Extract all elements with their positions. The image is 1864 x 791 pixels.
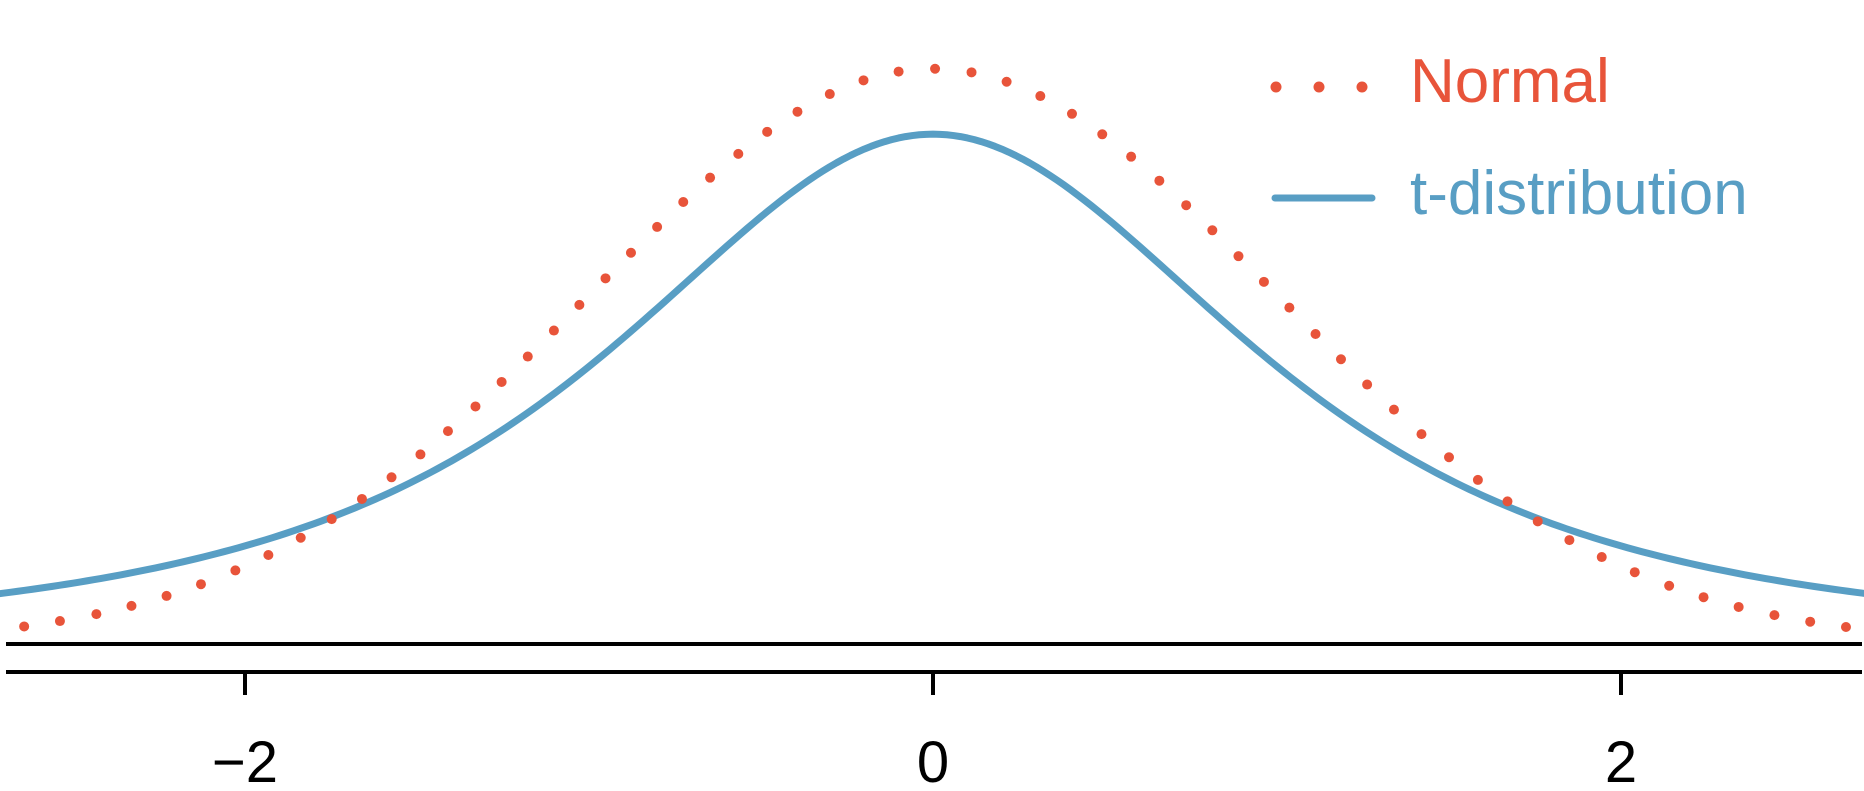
- normal-curve-dot: [1805, 616, 1816, 627]
- normal-curve: [19, 63, 1851, 632]
- normal-curve-dot: [1564, 535, 1575, 546]
- normal-curve-dot: [1362, 379, 1373, 390]
- normal-curve-dot: [415, 449, 426, 460]
- normal-curve-dot: [893, 66, 904, 77]
- normal-curve-dot: [195, 579, 206, 590]
- normal-curve-dot: [1596, 552, 1607, 563]
- x-axis-ticks: [243, 672, 1623, 695]
- normal-curve-dot: [1472, 474, 1483, 485]
- normal-curve-dot: [230, 565, 241, 576]
- x-tick-label: 0: [917, 730, 949, 791]
- normal-curve-dot: [326, 514, 337, 525]
- normal-curve-dot: [126, 600, 137, 611]
- normal-curve-dot: [1001, 76, 1012, 87]
- normal-curve-dot: [1035, 91, 1046, 102]
- normal-curve-dot: [858, 75, 869, 86]
- legend-entry-normal: Normal: [1270, 47, 1610, 116]
- legend: Normal t-distribution: [1270, 47, 1748, 228]
- normal-curve-dot: [1416, 429, 1427, 440]
- normal-curve-dot: [600, 273, 611, 284]
- legend-swatch-dot: [1313, 81, 1325, 93]
- normal-curve-dot: [496, 376, 507, 387]
- normal-curve-dot: [1444, 452, 1454, 463]
- legend-swatch-dot: [1270, 81, 1282, 93]
- normal-curve-dot: [1154, 175, 1165, 186]
- normal-curve-dot: [625, 247, 636, 258]
- normal-curve-dot: [1664, 580, 1675, 591]
- normal-curve-dot: [522, 351, 533, 362]
- normal-curve-dot: [792, 106, 803, 117]
- normal-curve-dot: [1066, 108, 1077, 119]
- normal-curve-dot: [762, 126, 773, 137]
- normal-curve-dot: [1840, 622, 1851, 632]
- normal-curve-dot: [161, 590, 172, 601]
- normal-curve-dot: [705, 172, 716, 183]
- normal-curve-dot: [930, 63, 941, 74]
- normal-curve-dot: [1532, 516, 1543, 527]
- normal-curve-dot: [263, 550, 274, 561]
- normal-curve-dot: [1769, 610, 1780, 621]
- normal-curve-dot: [1502, 496, 1513, 507]
- normal-curve-dot: [1181, 200, 1192, 211]
- normal-curve-dot: [652, 221, 663, 232]
- normal-curve-dot: [442, 426, 453, 437]
- x-tick-label: 2: [1605, 730, 1637, 791]
- normal-curve-dot: [1258, 276, 1269, 287]
- normal-curve-dot: [733, 148, 744, 159]
- normal-curve-dot: [91, 609, 102, 620]
- normal-curve-dot: [19, 621, 30, 632]
- normal-curve-dot: [1733, 601, 1744, 612]
- normal-curve-dot: [1698, 592, 1709, 603]
- legend-entry-t-distribution: t-distribution: [1271, 159, 1748, 228]
- normal-curve-dot: [1310, 329, 1321, 339]
- plot-area: [0, 63, 1864, 632]
- legend-label-t-distribution: t-distribution: [1410, 159, 1748, 228]
- normal-curve-dot: [678, 197, 689, 207]
- normal-curve-dot: [386, 472, 397, 483]
- normal-curve-dot: [54, 616, 65, 627]
- normal-curve-dot: [548, 325, 559, 336]
- normal-curve-dot: [1284, 302, 1295, 313]
- t-distribution-curve: [0, 130, 1864, 598]
- normal-curve-dot: [966, 67, 977, 78]
- normal-curve-dot: [1629, 567, 1640, 578]
- normal-curve-dot: [1207, 225, 1218, 236]
- normal-curve-dot: [356, 493, 367, 504]
- legend-swatch-normal: [1270, 81, 1368, 93]
- normal-curve-dot: [1097, 129, 1108, 140]
- normal-curve-dot: [1335, 354, 1346, 365]
- normal-curve-dot: [295, 532, 306, 543]
- normal-curve-dot: [824, 89, 835, 100]
- legend-swatch-dot: [1356, 81, 1368, 93]
- x-axis-tick-labels: −4−2024: [212, 730, 1637, 791]
- normal-curve-dot: [470, 401, 481, 412]
- x-tick-label: −2: [212, 730, 278, 791]
- normal-curve-dot: [1388, 404, 1399, 415]
- normal-curve-dot: [574, 299, 585, 310]
- normal-curve-dot: [1126, 151, 1137, 162]
- normal-curve-dot: [1233, 251, 1244, 262]
- legend-label-normal: Normal: [1410, 47, 1610, 116]
